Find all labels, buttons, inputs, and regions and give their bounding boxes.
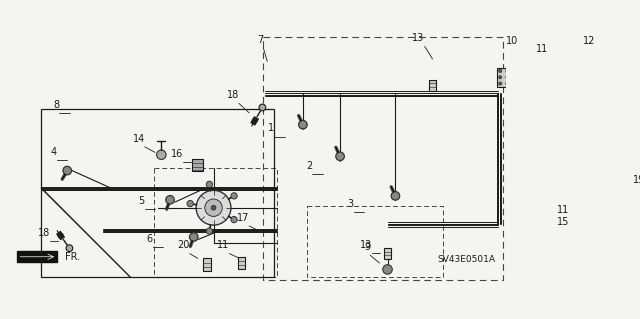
Text: 5: 5 [138, 196, 145, 206]
Text: 15: 15 [557, 217, 570, 227]
Circle shape [499, 69, 502, 72]
Text: 2: 2 [306, 160, 312, 171]
Polygon shape [536, 70, 543, 84]
Circle shape [499, 82, 502, 85]
Circle shape [336, 152, 344, 160]
Text: 7: 7 [257, 35, 263, 45]
Circle shape [383, 265, 392, 274]
Circle shape [231, 216, 237, 223]
Circle shape [166, 196, 174, 204]
Circle shape [157, 150, 166, 160]
Text: 19: 19 [633, 175, 640, 185]
Circle shape [391, 192, 400, 200]
Bar [497, 68, 511, 87]
Text: 14: 14 [132, 134, 145, 144]
Circle shape [66, 245, 73, 252]
Circle shape [231, 193, 237, 199]
Bar [263, 37, 503, 280]
Text: 13: 13 [412, 33, 425, 43]
Text: 18: 18 [227, 90, 239, 100]
Text: 11: 11 [217, 241, 229, 250]
Text: 17: 17 [237, 213, 249, 223]
Circle shape [506, 82, 509, 85]
Bar [573, 221, 621, 250]
Text: 6: 6 [147, 234, 152, 244]
Circle shape [259, 104, 266, 111]
Text: 1: 1 [268, 123, 275, 133]
Text: 11: 11 [557, 205, 570, 215]
Bar [154, 168, 277, 277]
Circle shape [205, 199, 222, 216]
Bar [192, 159, 204, 171]
Circle shape [506, 76, 509, 79]
Circle shape [189, 233, 198, 241]
Polygon shape [237, 257, 244, 270]
Polygon shape [204, 258, 211, 271]
Text: SV43E0501A: SV43E0501A [438, 255, 495, 263]
Text: 4: 4 [51, 147, 57, 157]
Polygon shape [578, 217, 585, 230]
Text: 3: 3 [348, 198, 353, 209]
Text: 10: 10 [506, 36, 518, 46]
Text: 11: 11 [536, 44, 548, 54]
Text: 16: 16 [172, 149, 184, 159]
Polygon shape [17, 251, 57, 262]
Polygon shape [429, 80, 436, 91]
Bar [307, 206, 443, 277]
Circle shape [63, 166, 72, 175]
Circle shape [206, 181, 212, 188]
Circle shape [211, 205, 216, 210]
Text: 20: 20 [177, 241, 190, 250]
Text: 8: 8 [53, 100, 60, 110]
Circle shape [196, 190, 231, 225]
Text: 9: 9 [364, 242, 370, 252]
Circle shape [206, 228, 212, 234]
Text: 12: 12 [583, 36, 595, 46]
Circle shape [499, 76, 502, 79]
Text: FR.: FR. [65, 252, 80, 262]
Text: 13: 13 [360, 240, 372, 250]
Polygon shape [586, 71, 593, 84]
Circle shape [506, 69, 509, 72]
Bar [41, 109, 275, 277]
Circle shape [299, 120, 307, 129]
Polygon shape [384, 248, 391, 259]
Text: 18: 18 [38, 228, 50, 238]
Circle shape [187, 200, 193, 207]
